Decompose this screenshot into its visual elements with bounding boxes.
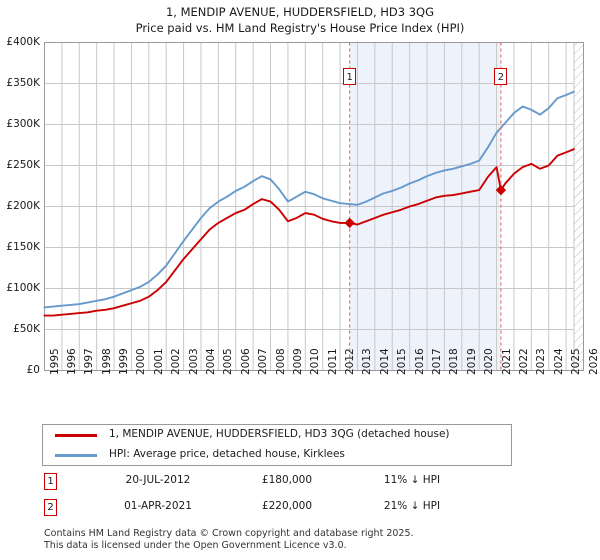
title-line-2: Price paid vs. HM Land Registry's House … (135, 21, 465, 35)
chart-plot (43, 42, 584, 371)
y-axis-tick-label: £400K (6, 35, 40, 48)
title-line-1: 1, MENDIP AVENUE, HUDDERSFIELD, HD3 3QG (165, 5, 435, 19)
y-axis-tick-label: £350K (6, 76, 40, 89)
x-axis-tick-label: 2001 (152, 347, 165, 375)
x-axis-tick-label: 2009 (291, 347, 304, 375)
x-axis-tick-label: 2022 (517, 347, 530, 375)
transaction-price-1: £180,000 (261, 474, 313, 486)
x-axis-tick-label: 2023 (535, 347, 548, 375)
x-axis-tick-label: 2020 (483, 347, 496, 375)
x-axis-tick-label: 2019 (465, 347, 478, 375)
transaction-badge-2: 2 (44, 499, 57, 516)
table-row: 1 20-JUL-2012 £180,000 11% ↓ HPI (42, 472, 512, 498)
transaction-hpi-delta-1: 11% ↓ HPI (383, 474, 441, 486)
y-axis-tick-label: £200K (6, 199, 40, 212)
x-axis-tick-label: 2018 (448, 347, 461, 375)
transactions-table: 1 20-JUL-2012 £180,000 11% ↓ HPI 2 01-AP… (42, 472, 512, 524)
y-axis-tick-label: £250K (6, 158, 40, 171)
x-axis-tick-label: 2010 (309, 347, 322, 375)
legend-entry-hpi: HPI: Average price, detached house, Kirk… (43, 445, 511, 466)
x-axis-tick-label: 2014 (378, 347, 391, 375)
x-axis-tick-label: 1995 (48, 347, 61, 375)
x-axis-tick-label: 2017 (431, 347, 444, 375)
x-axis-tick-label: 2003 (187, 347, 200, 375)
y-axis-tick-label: £300K (6, 117, 40, 130)
transaction-date-1: 20-JUL-2012 (125, 474, 191, 486)
x-axis-tick-label: 2026 (587, 347, 600, 375)
chart-legend: 1, MENDIP AVENUE, HUDDERSFIELD, HD3 3QG … (42, 424, 512, 466)
x-axis-tick-label: 2021 (500, 347, 513, 375)
legend-label-price-paid: 1, MENDIP AVENUE, HUDDERSFIELD, HD3 3QG … (109, 428, 450, 440)
x-axis-tick-label: 2015 (396, 347, 409, 375)
footer-line-2: This data is licensed under the Open Gov… (44, 539, 347, 551)
x-axis-tick-label: 2016 (413, 347, 426, 375)
x-axis-tick-label: 1998 (100, 347, 113, 375)
price-history-chart: £0 £50K £100K £150K £200K £250K £300K £350K £400… (6, 35, 600, 376)
legend-swatch-hpi (55, 454, 97, 457)
copyright-footer: Contains HM Land Registry data © Crown c… (44, 528, 564, 551)
transaction-hpi-delta-2: 21% ↓ HPI (383, 500, 441, 512)
legend-entry-price-paid: 1, MENDIP AVENUE, HUDDERSFIELD, HD3 3QG … (43, 425, 511, 446)
x-axis-tick-label: 1997 (83, 347, 96, 375)
x-axis-tick-label: 2002 (170, 347, 183, 375)
x-axis-tick-label: 2008 (274, 347, 287, 375)
y-axis-tick-label: £150K (6, 240, 40, 253)
x-axis-tick-label: 1996 (65, 347, 78, 375)
y-axis-tick-label: £100K (6, 281, 40, 294)
transaction-badge-1: 1 (44, 473, 57, 490)
x-axis-tick-label: 1999 (118, 347, 131, 375)
x-axis-tick-label: 2011 (326, 347, 339, 375)
chart-marker-badge-1: 1 (343, 68, 357, 85)
x-axis-tick-label: 2005 (222, 347, 235, 375)
legend-swatch-price-paid (55, 434, 97, 437)
x-axis-tick-label: 2006 (239, 347, 252, 375)
x-axis-tick-label: 2013 (361, 347, 374, 375)
x-axis-tick-label: 2004 (204, 347, 217, 375)
table-row: 2 01-APR-2021 £220,000 21% ↓ HPI (42, 498, 512, 524)
x-axis-tick-label: 2025 (570, 347, 583, 375)
footer-line-1: Contains HM Land Registry data © Crown c… (44, 528, 414, 539)
chart-marker-badge-2: 2 (494, 68, 508, 85)
page-title: 1, MENDIP AVENUE, HUDDERSFIELD, HD3 3QG … (0, 4, 600, 36)
y-axis-tick-label: £50K (13, 322, 40, 335)
y-axis-tick-label: £0 (26, 363, 40, 376)
x-axis-tick-label: 2000 (135, 347, 148, 375)
transaction-price-2: £220,000 (261, 500, 313, 512)
x-axis-tick-label: 2007 (257, 347, 270, 375)
legend-label-hpi: HPI: Average price, detached house, Kirk… (109, 448, 345, 460)
x-axis-tick-label: 2012 (344, 347, 357, 375)
transaction-date-2: 01-APR-2021 (124, 500, 192, 512)
x-axis-tick-label: 2024 (552, 347, 565, 375)
